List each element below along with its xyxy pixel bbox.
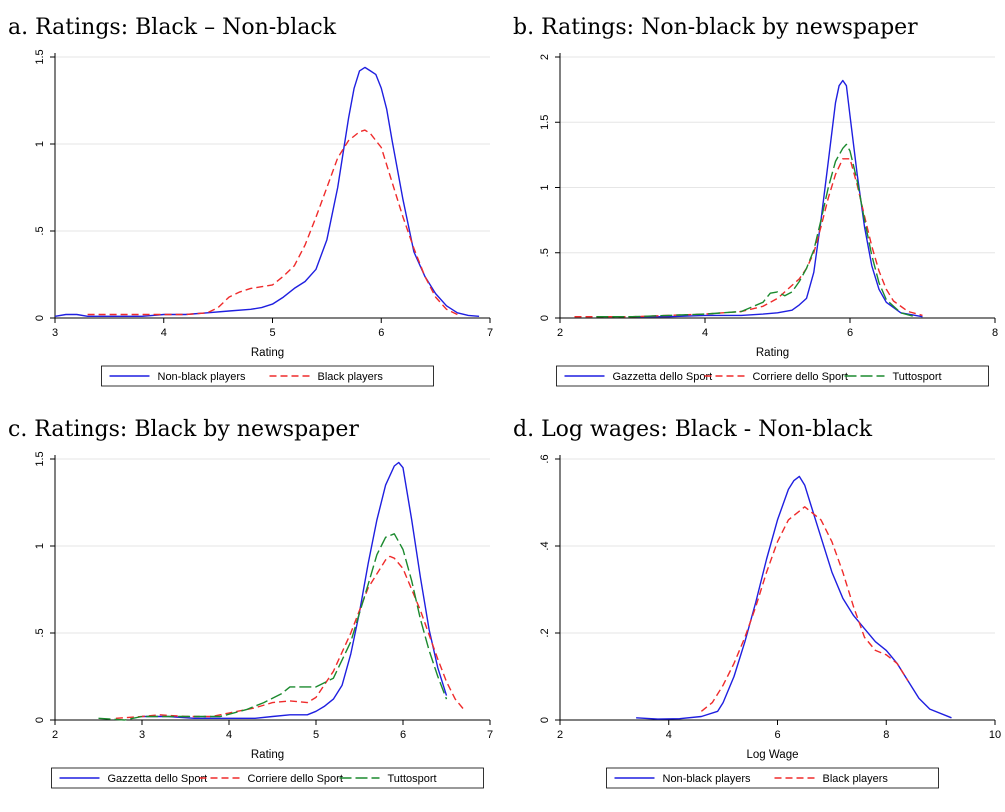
chart-svg: c. Ratings: Black by newspaper 0 .5 1 1.5 2 3 4… [8,417,493,789]
y-tick-label: 0 [539,315,551,321]
chart-title: d. Log wages: Black - Non-black [513,417,873,442]
y-tick-label: .2 [539,628,551,637]
x-tick-label: 3 [52,327,58,339]
chart-panel-b: b. Ratings: Non-black by newspaper 0 .5 1 1.… [505,0,1005,400]
x-tick-label: 10 [989,729,1001,741]
x-tick-label: 5 [269,327,275,339]
chart-title: b. Ratings: Non-black by newspaper [513,15,918,40]
x-tick-label: 6 [378,327,384,339]
chart-panel-d: d. Log wages: Black - Non-black 0 .2 .4 .6 2 4… [505,402,1005,802]
x-axis-label: Rating [756,347,789,359]
legend-label: Black players [318,371,384,383]
series-line-0 [142,461,448,719]
series-line-0 [636,475,952,720]
legend-label: Tuttosport [388,773,437,785]
legend-box [51,767,484,789]
y-tick-label: .6 [539,454,551,463]
y-tick-label: 1.5 [34,451,46,466]
y-tick-label: 1.5 [539,115,551,130]
chart-svg: a. Ratings: Black – Non-black 0 .5 1 1.5 3 4 5 6… [8,15,493,387]
x-tick-label: 4 [666,729,672,741]
x-tick-label: 3 [139,729,145,741]
legend-label: Corriere dello Sport [248,773,343,785]
legend-label: Non-black players [158,371,247,383]
series-line-1 [115,555,465,719]
series-line-1 [87,129,458,316]
x-tick-label: 6 [400,729,406,741]
y-tick-label: 2 [539,54,551,60]
chart-svg: d. Log wages: Black - Non-black 0 .2 .4 .6 2 4… [513,417,1001,789]
series-line-0 [632,79,923,318]
x-tick-label: 4 [702,327,708,339]
legend-label: Non-black players [663,773,752,785]
x-tick-label: 2 [52,729,58,741]
x-tick-label: 6 [847,327,853,339]
y-tick-label: .5 [34,226,46,235]
x-axis-label: Rating [251,347,284,359]
series-line-1 [574,158,923,318]
x-tick-label: 6 [774,729,780,741]
x-axis-label: Rating [251,749,284,761]
x-tick-label: 4 [161,327,167,339]
legend-box [606,767,939,789]
legend-label: Tuttosport [893,371,942,383]
x-tick-label: 8 [992,327,998,339]
x-tick-label: 2 [557,327,563,339]
y-tick-label: .5 [34,628,46,637]
x-tick-label: 8 [883,729,889,741]
chart-title: a. Ratings: Black – Non-black [8,15,337,40]
y-tick-label: 1.5 [34,49,46,64]
y-tick-label: 0 [34,717,46,723]
series-line-0 [55,66,480,317]
chart-svg: b. Ratings: Non-black by newspaper 0 .5 1 1.… [513,15,998,387]
x-tick-label: 7 [487,729,493,741]
legend-box [101,365,434,387]
chart-title: c. Ratings: Black by newspaper [8,417,359,442]
y-tick-label: 0 [539,717,551,723]
legend-box [556,365,989,387]
y-tick-label: .4 [539,541,551,550]
x-tick-label: 4 [226,729,232,741]
chart-panel-c: c. Ratings: Black by newspaper 0 .5 1 1.5 2 3 4… [0,402,500,802]
chart-panel-a: a. Ratings: Black – Non-black 0 .5 1 1.5 3 4 5 6… [0,0,500,400]
y-tick-label: .5 [539,248,551,257]
x-axis-label: Log Wage [747,749,799,761]
legend-label: Gazzetta dello Sport [108,773,208,785]
series-line-2 [98,533,448,721]
y-tick-label: 1 [34,141,46,147]
x-tick-label: 7 [487,327,493,339]
series-line-1 [700,506,909,712]
legend-label: Black players [823,773,889,785]
y-tick-label: 1 [539,184,551,190]
y-tick-label: 1 [34,543,46,549]
series-line-2 [596,143,916,318]
y-tick-label: 0 [34,315,46,321]
x-tick-label: 5 [313,729,319,741]
legend-label: Gazzetta dello Sport [613,371,713,383]
x-tick-label: 2 [557,729,563,741]
legend-label: Corriere dello Sport [753,371,848,383]
